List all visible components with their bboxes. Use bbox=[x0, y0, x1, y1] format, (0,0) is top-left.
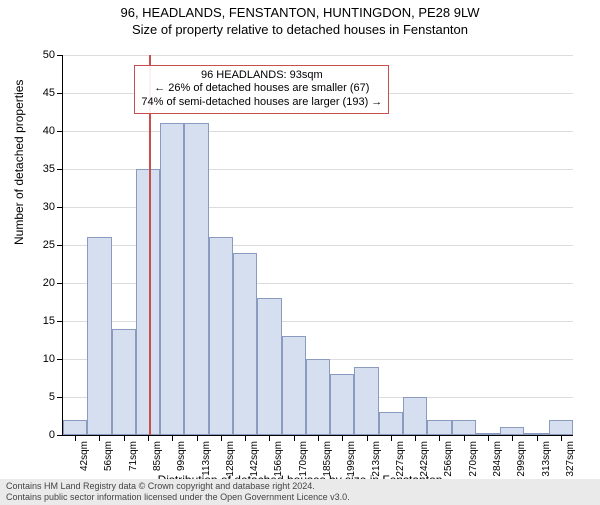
histogram-bar bbox=[549, 420, 573, 435]
x-tick-label: 270sqm bbox=[468, 441, 479, 477]
y-tick-label: 25 bbox=[43, 239, 55, 251]
y-tick-label: 40 bbox=[43, 125, 55, 137]
x-tick-label: 199sqm bbox=[346, 441, 357, 477]
histogram-bar bbox=[427, 420, 451, 435]
histogram-bar bbox=[136, 169, 160, 435]
x-tick-label: 170sqm bbox=[298, 441, 309, 477]
x-tick-label: 85sqm bbox=[152, 441, 163, 471]
histogram-bar bbox=[500, 427, 524, 435]
attribution-footer: Contains HM Land Registry data © Crown c… bbox=[0, 479, 600, 505]
x-tick-label: 56sqm bbox=[103, 441, 114, 471]
histogram-bar bbox=[452, 420, 476, 435]
x-tick-label: 227sqm bbox=[395, 441, 406, 477]
subtitle: Size of property relative to detached ho… bbox=[0, 22, 600, 37]
y-tick-label: 35 bbox=[43, 163, 55, 175]
x-tick-label: 242sqm bbox=[419, 441, 430, 477]
histogram-bar bbox=[112, 329, 136, 435]
histogram-bar bbox=[379, 412, 403, 435]
histogram-bar bbox=[160, 123, 184, 435]
y-tick-label: 15 bbox=[43, 315, 55, 327]
x-tick-label: 327sqm bbox=[565, 441, 576, 477]
y-tick-label: 50 bbox=[43, 49, 55, 61]
histogram-bar bbox=[184, 123, 208, 435]
y-tick-label: 0 bbox=[49, 429, 55, 441]
histogram-bar bbox=[63, 420, 87, 435]
x-tick-label: 142sqm bbox=[249, 441, 260, 477]
x-tick-label: 128sqm bbox=[225, 441, 236, 477]
histogram-bar bbox=[87, 237, 111, 435]
histogram-bar bbox=[209, 237, 233, 435]
y-tick-label: 10 bbox=[43, 353, 55, 365]
y-tick-label: 45 bbox=[43, 87, 55, 99]
x-tick-label: 113sqm bbox=[201, 441, 212, 476]
y-tick-label: 30 bbox=[43, 201, 55, 213]
x-tick-label: 185sqm bbox=[322, 441, 333, 477]
x-tick-label: 313sqm bbox=[541, 441, 552, 477]
footer-line-1: Contains HM Land Registry data © Crown c… bbox=[6, 481, 594, 492]
histogram-bar bbox=[233, 253, 257, 435]
histogram-bar bbox=[282, 336, 306, 435]
footer-line-2: Contains public sector information licen… bbox=[6, 492, 594, 503]
histogram-chart: 0510152025303540455042sqm56sqm71sqm85sqm… bbox=[62, 55, 573, 436]
x-tick-label: 99sqm bbox=[176, 441, 187, 471]
x-tick-label: 42sqm bbox=[79, 441, 90, 471]
y-axis-title: Number of detached properties bbox=[12, 80, 26, 245]
x-tick-label: 213sqm bbox=[371, 441, 382, 477]
histogram-bar bbox=[354, 367, 378, 435]
y-tick-label: 20 bbox=[43, 277, 55, 289]
x-tick-label: 284sqm bbox=[492, 441, 503, 477]
annotation-line: 96 HEADLANDS: 93sqm bbox=[141, 69, 382, 83]
x-tick-label: 71sqm bbox=[128, 441, 139, 471]
histogram-bar bbox=[306, 359, 330, 435]
x-tick-label: 299sqm bbox=[516, 441, 527, 477]
histogram-bar bbox=[330, 374, 354, 435]
address-title: 96, HEADLANDS, FENSTANTON, HUNTINGDON, P… bbox=[0, 5, 600, 20]
annotation-box: 96 HEADLANDS: 93sqm← 26% of detached hou… bbox=[134, 65, 389, 114]
histogram-bar bbox=[257, 298, 281, 435]
annotation-line: ← 26% of detached houses are smaller (67… bbox=[141, 82, 382, 96]
x-tick-label: 256sqm bbox=[443, 441, 454, 477]
annotation-line: 74% of semi-detached houses are larger (… bbox=[141, 96, 382, 110]
y-tick-label: 5 bbox=[49, 391, 55, 403]
x-tick-label: 156sqm bbox=[273, 441, 284, 477]
histogram-bar bbox=[403, 397, 427, 435]
